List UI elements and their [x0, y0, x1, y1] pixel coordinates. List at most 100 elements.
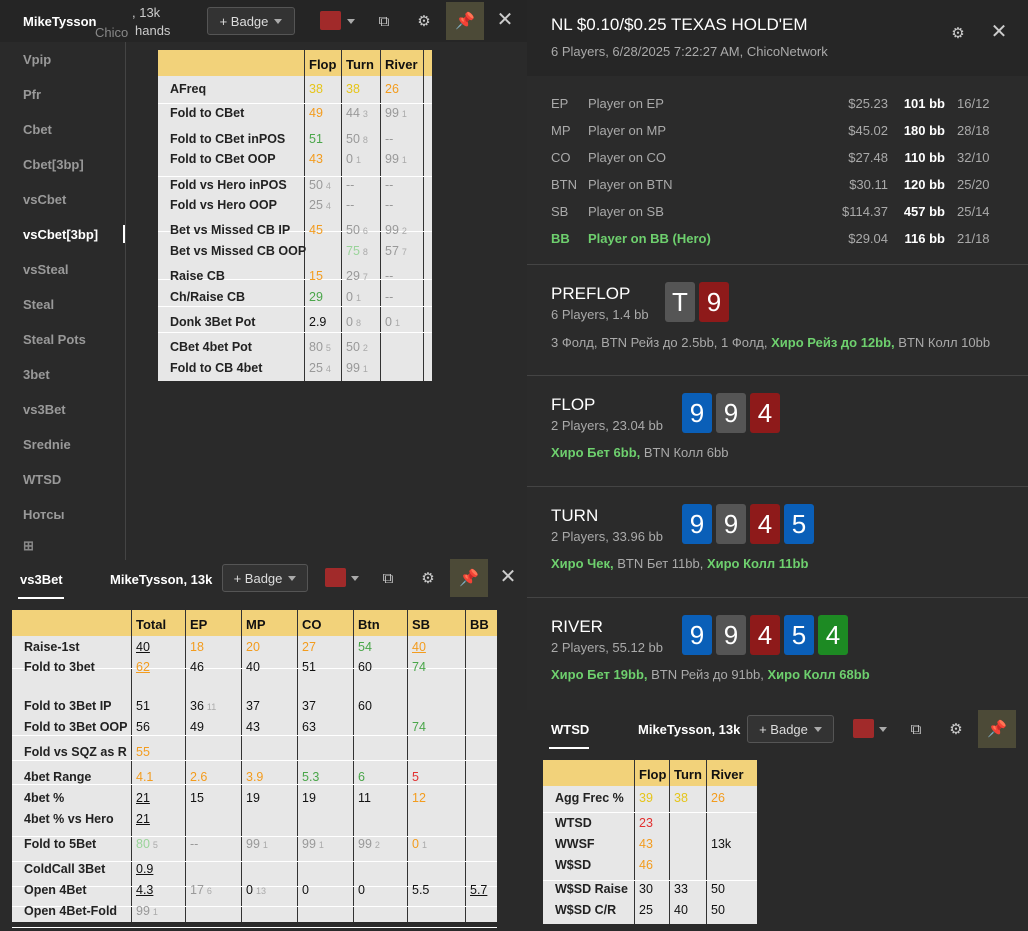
stat-value[interactable]: 0 [302, 883, 309, 897]
stat-value[interactable]: 40 [412, 640, 426, 654]
stat-value[interactable]: 74 [412, 660, 426, 674]
stat-value[interactable]: 15 [309, 269, 323, 283]
stat-value[interactable]: 63 [302, 720, 316, 734]
stat-value[interactable]: 51 [302, 660, 316, 674]
stat-value[interactable]: 49 [190, 720, 204, 734]
sidebar-item-3bet[interactable]: 3bet [23, 367, 50, 382]
add-badge-button[interactable]: + Badge [747, 715, 834, 743]
stat-value[interactable]: 50 4 [309, 178, 331, 192]
stat-value[interactable]: 75 8 [346, 244, 368, 258]
stat-value[interactable]: 45 [309, 223, 323, 237]
sidebar-item-vscbet-3bp-[interactable]: vsCbet[3bp] [23, 227, 99, 242]
stat-value[interactable]: 99 1 [246, 837, 268, 851]
stat-value[interactable]: 30 [639, 882, 653, 896]
stat-value[interactable]: 51 [136, 699, 150, 713]
pin-icon[interactable]: 📌 [446, 2, 484, 40]
stat-value[interactable]: 5.3 [302, 770, 319, 784]
grid-icon[interactable]: ⊞ [23, 538, 34, 553]
stat-value[interactable]: 99 1 [385, 106, 407, 120]
stat-value[interactable]: 26 [711, 791, 725, 805]
copy-icon[interactable]: ⧉ [910, 720, 922, 738]
stat-value[interactable]: 4.1 [136, 770, 153, 784]
gear-icon[interactable]: ⚙ [421, 570, 435, 587]
stat-value[interactable]: 39 [639, 791, 653, 805]
sidebar-item-cbet-3bp-[interactable]: Cbet[3bp] [23, 157, 84, 172]
stat-value[interactable]: 23 [639, 816, 653, 830]
stat-value[interactable]: 60 [358, 660, 372, 674]
stat-value[interactable]: 11 [358, 791, 371, 805]
stat-value[interactable]: -- [346, 198, 354, 212]
stat-value[interactable]: 13k [711, 837, 731, 851]
stat-value[interactable]: 54 [358, 640, 372, 654]
stat-value[interactable]: 56 [136, 720, 150, 734]
chevron-down-icon[interactable] [879, 727, 887, 732]
tab-vs3bet[interactable]: vs3Bet [20, 572, 63, 587]
stat-value[interactable]: 0 13 [246, 883, 266, 897]
sidebar-item-steal-pots[interactable]: Steal Pots [23, 332, 86, 347]
stat-value[interactable]: 0 [358, 883, 365, 897]
stat-value[interactable]: 99 1 [385, 152, 407, 166]
player-row[interactable]: MP Player on MP $45.02 180 bb 28/18 [527, 123, 1028, 141]
player-row[interactable]: EP Player on EP $25.23 101 bb 16/12 [527, 96, 1028, 114]
stat-value[interactable]: -- [385, 132, 393, 146]
player-row[interactable]: CO Player on CO $27.48 110 bb 32/10 [527, 150, 1028, 168]
stat-value[interactable]: 38 [674, 791, 688, 805]
stat-value[interactable]: 19 [246, 791, 260, 805]
stat-value[interactable]: 2.9 [309, 315, 326, 329]
stat-value[interactable]: 43 [309, 152, 323, 166]
stat-value[interactable]: 37 [246, 699, 260, 713]
stat-value[interactable]: 29 [309, 290, 323, 304]
sidebar-item-pfr[interactable]: Pfr [23, 87, 42, 102]
stat-value[interactable]: 17 6 [190, 883, 212, 897]
chevron-down-icon[interactable] [347, 19, 355, 24]
pin-icon[interactable]: 📌 [450, 559, 488, 597]
stat-value[interactable]: 3.9 [246, 770, 263, 784]
stat-value[interactable]: 50 6 [346, 223, 368, 237]
tab-wtsd[interactable]: WTSD [551, 722, 590, 737]
stat-value[interactable]: 99 2 [385, 223, 407, 237]
stat-value[interactable]: 15 [190, 791, 204, 805]
stat-value[interactable]: 5 [412, 770, 419, 784]
stat-value[interactable]: 19 [302, 791, 316, 805]
gear-icon[interactable]: ⚙ [417, 13, 431, 30]
stat-value[interactable]: 62 [136, 660, 150, 674]
stat-value[interactable]: -- [385, 269, 393, 283]
sidebar-item-vpip[interactable]: Vpip [23, 52, 52, 67]
stat-value[interactable]: 38 [346, 82, 360, 96]
sidebar-item-srednie[interactable]: Srednie [23, 437, 71, 452]
close-icon[interactable]: ✕ [499, 566, 517, 588]
stat-value[interactable]: 40 [246, 660, 260, 674]
stat-value[interactable]: 12 [412, 791, 426, 805]
stat-value[interactable]: 40 [136, 640, 150, 654]
stat-value[interactable]: 26 [385, 82, 399, 96]
sidebar-item-vs3bet[interactable]: vs3Bet [23, 402, 66, 417]
stat-value[interactable]: 0.9 [136, 862, 153, 876]
sidebar-item-vscbet[interactable]: vsCbet [23, 192, 67, 207]
stat-value[interactable]: 6 [358, 770, 365, 784]
stat-value[interactable]: 25 4 [309, 361, 331, 375]
copy-icon[interactable]: ⧉ [382, 569, 394, 587]
stat-value[interactable]: 99 1 [136, 904, 158, 918]
stat-value[interactable]: -- [346, 178, 354, 192]
sidebar-item-нотсы[interactable]: Нотсы [23, 507, 65, 522]
stat-value[interactable]: 37 [302, 699, 316, 713]
stat-value[interactable]: 2.6 [190, 770, 207, 784]
chevron-down-icon[interactable] [351, 576, 359, 581]
stat-value[interactable]: 38 [309, 82, 323, 96]
stat-value[interactable]: 57 7 [385, 244, 407, 258]
color-swatch[interactable] [853, 719, 874, 738]
stat-value[interactable]: 50 [711, 882, 725, 896]
stat-value[interactable]: 29 7 [346, 269, 368, 283]
stat-value[interactable]: 80 5 [309, 340, 331, 354]
stat-value[interactable]: -- [385, 198, 393, 212]
stat-value[interactable]: 27 [302, 640, 316, 654]
stat-value[interactable]: 60 [358, 699, 372, 713]
stat-value[interactable]: 43 [639, 837, 653, 851]
sidebar-item-steal[interactable]: Steal [23, 297, 55, 312]
add-badge-button[interactable]: + Badge [222, 564, 308, 592]
